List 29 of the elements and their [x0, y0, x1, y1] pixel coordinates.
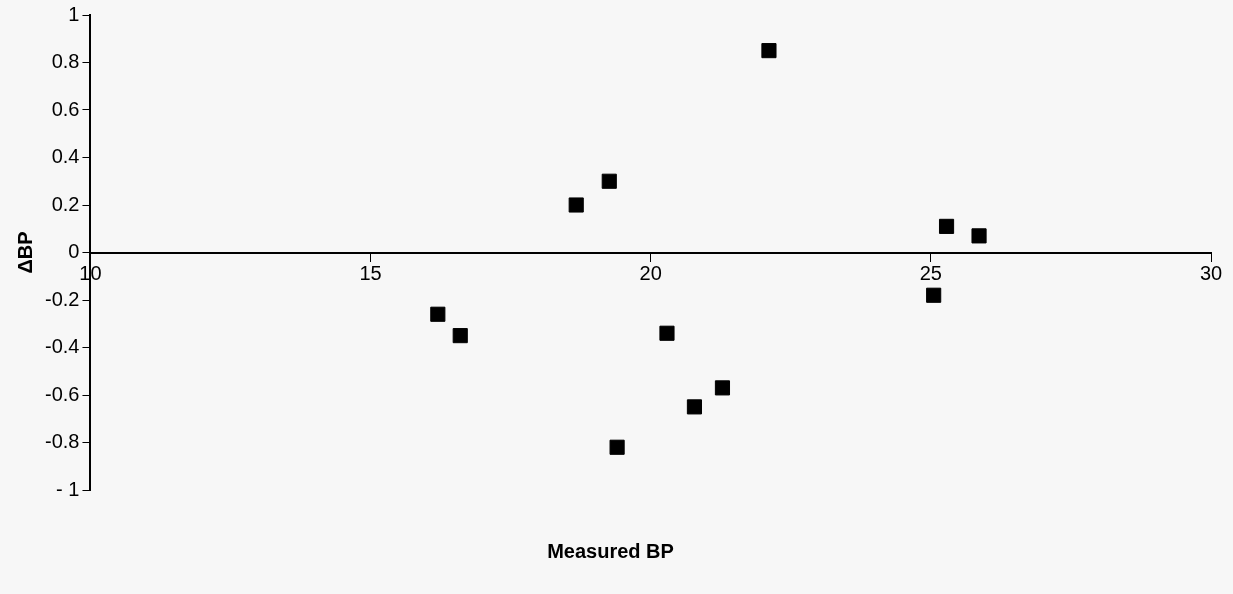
point [609, 439, 625, 455]
y-tick-label: 0.8 [51, 50, 80, 73]
x-tick-label: 20 [639, 262, 662, 285]
point [601, 173, 617, 189]
y-tick-label: -0.2 [44, 287, 80, 310]
x-axis-title: Measured BP [547, 539, 674, 562]
y-tick-label: 0.4 [51, 145, 80, 168]
y-tick-label: - 1 [56, 477, 80, 500]
point [971, 228, 987, 244]
point [568, 197, 584, 213]
y-axis-title: ΔBP [13, 231, 36, 274]
point [714, 380, 731, 396]
point [926, 287, 942, 303]
x-tick-label: 25 [919, 262, 942, 285]
x-tick-label: 15 [359, 262, 382, 285]
y-tick-label: -0.6 [44, 382, 80, 405]
y-tick-label: -0.4 [44, 335, 80, 358]
y-tick-label: 0 [68, 240, 80, 263]
y-tick-label: 0.2 [51, 192, 80, 215]
y-tick-label: 0.6 [51, 97, 80, 120]
y-tick-label: -0.8 [44, 430, 80, 453]
y-tick-label: 1 [68, 2, 80, 25]
point [430, 306, 446, 322]
point [761, 43, 777, 59]
point [938, 218, 955, 234]
point [452, 328, 468, 344]
x-tick-label: 30 [1199, 262, 1223, 285]
point [659, 325, 675, 341]
point [686, 399, 702, 415]
